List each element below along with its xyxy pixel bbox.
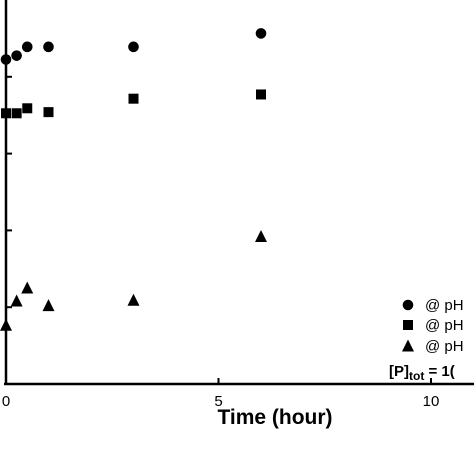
square-point — [43, 107, 54, 118]
data-markers — [0, 28, 267, 331]
square-point — [128, 93, 139, 104]
legend-triangle-marker — [402, 339, 414, 352]
legend-entry-2: @ pH — [425, 317, 464, 334]
legend-circle-marker — [402, 299, 414, 311]
square-point — [22, 103, 33, 114]
circle-point — [0, 54, 12, 65]
legend-entry-1: @ pH — [425, 297, 464, 314]
triangle-point — [127, 293, 140, 306]
triangle-point — [42, 299, 55, 312]
x-axis-title: Time (hour) — [217, 406, 332, 429]
square-point — [1, 108, 11, 119]
x-ticks: 05101520 — [2, 378, 440, 410]
x-tick-label: 0 — [2, 393, 10, 410]
triangle-point — [21, 281, 34, 294]
triangle-point — [10, 294, 23, 307]
concentration-note: [P]tot = 1( — [389, 363, 455, 383]
legend-entry-3: @ pH — [425, 338, 464, 355]
x-tick-label: 5 — [214, 393, 222, 410]
triangle-point — [255, 230, 267, 243]
circle-point — [255, 28, 267, 39]
circle-point — [43, 41, 54, 53]
square-point — [256, 89, 266, 100]
circle-point — [11, 50, 22, 61]
square-point — [11, 108, 22, 119]
circle-point — [21, 41, 33, 53]
triangle-point — [0, 318, 12, 331]
legend: @ pH @ pH @ pH — [402, 297, 464, 355]
circle-point — [128, 41, 139, 53]
x-tick-label: 10 — [423, 393, 440, 410]
legend-square-marker — [403, 320, 413, 330]
